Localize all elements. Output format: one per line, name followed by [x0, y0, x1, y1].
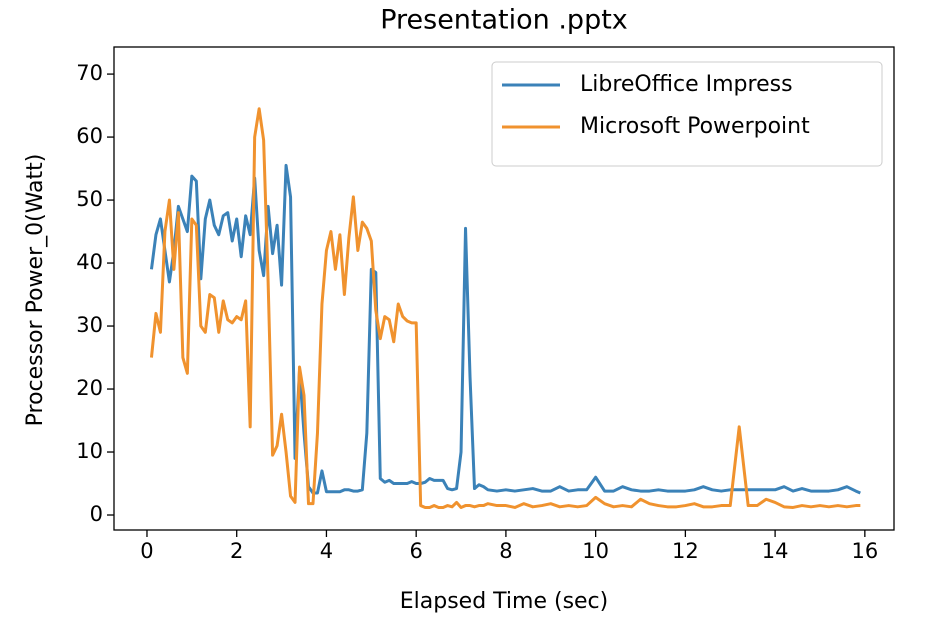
y-tick-label: 50: [76, 187, 103, 211]
legend-label: LibreOffice Impress: [580, 72, 793, 97]
x-tick-label: 10: [582, 539, 609, 563]
x-axis-label: Elapsed Time (sec): [400, 589, 609, 614]
y-tick-label: 40: [76, 250, 103, 274]
x-tick-label: 14: [762, 539, 789, 563]
chart-title: Presentation .pptx: [380, 5, 628, 36]
plot-area: [149, 107, 861, 509]
y-tick-label: 0: [90, 502, 103, 526]
legend-label: Microsoft Powerpoint: [580, 114, 810, 139]
y-tick-label: 70: [76, 61, 103, 85]
x-tick-label: 4: [320, 539, 333, 563]
axes-frame: [113, 46, 895, 531]
legend-box: [491, 61, 883, 167]
y-tick-label: 20: [76, 376, 103, 400]
data-line: [149, 107, 861, 509]
y-tick-label: 10: [76, 439, 103, 463]
y-tick-label: 60: [76, 124, 103, 148]
x-tick-label: 2: [230, 539, 243, 563]
data-line: [149, 163, 861, 495]
x-tick-label: 6: [409, 539, 422, 563]
y-axis-label: Processor Power_0(Watt): [23, 154, 48, 427]
y-tick-label: 30: [76, 313, 103, 337]
x-tick-label: 8: [499, 539, 512, 563]
x-tick-label: 12: [672, 539, 699, 563]
x-tick-label: 16: [851, 539, 878, 563]
x-tick-label: 0: [140, 539, 153, 563]
